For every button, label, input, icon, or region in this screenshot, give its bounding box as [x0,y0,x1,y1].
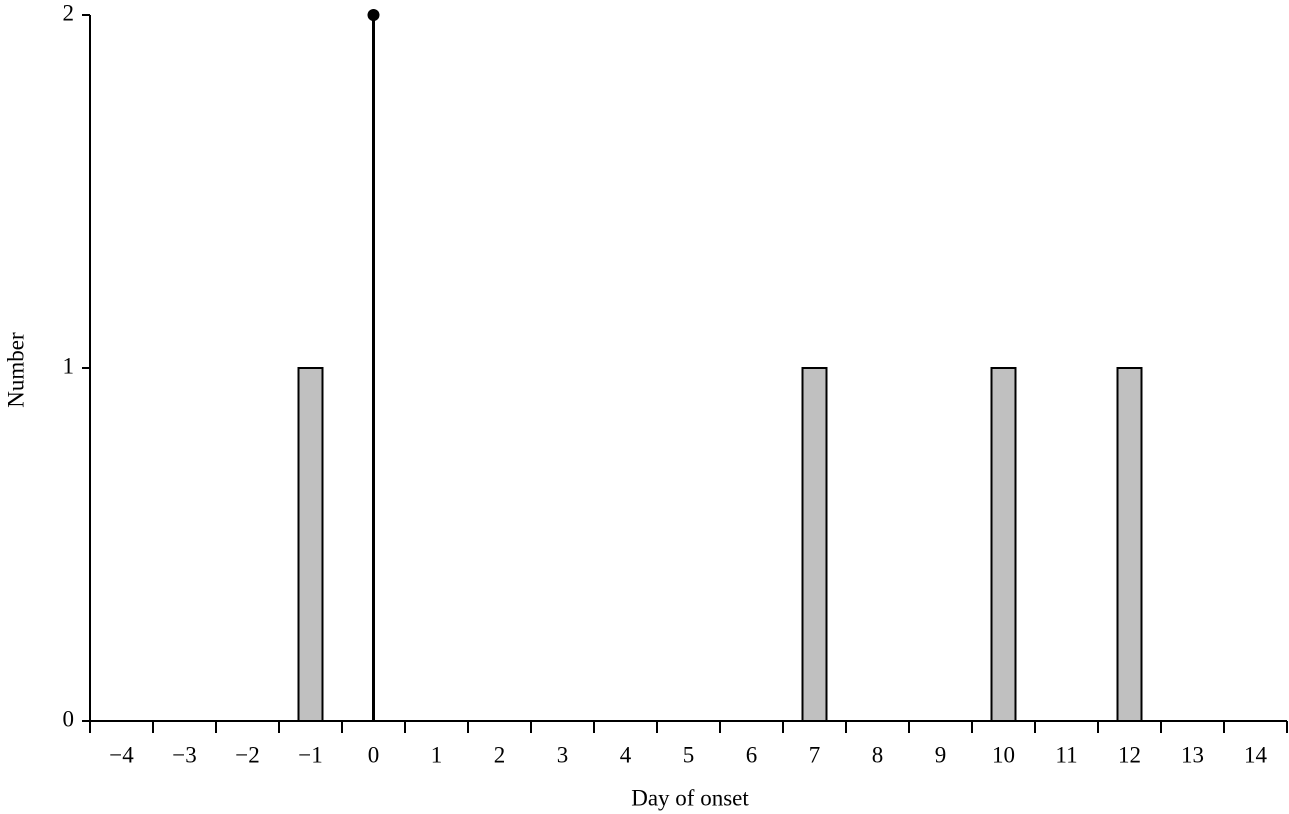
x-tick-label: 2 [494,742,506,767]
x-tick-label: 0 [368,742,380,767]
x-tick-label: 10 [992,742,1015,767]
x-tick-label: −2 [235,742,259,767]
bar [297,367,324,722]
x-tick-label: 11 [1055,742,1077,767]
x-tick-label: 12 [1118,742,1141,767]
bar [1116,367,1143,722]
y-axis-label: Number [3,332,28,408]
bar [801,367,828,722]
x-tick-label: 13 [1181,742,1204,767]
x-tick-label: 4 [620,742,632,767]
x-tick-label: 14 [1244,742,1268,767]
y-tick-label: 0 [63,706,75,731]
x-tick-label: 3 [557,742,569,767]
x-tick-label: −4 [109,742,134,767]
y-tick-label: 1 [63,353,75,378]
x-tick-label: 5 [683,742,695,767]
x-tick-label: 1 [431,742,443,767]
x-tick-label: −3 [172,742,196,767]
x-tick-label: −1 [298,742,322,767]
x-tick-label: 7 [809,742,821,767]
x-tick-label: 6 [746,742,758,767]
x-tick-label: 9 [935,742,947,767]
bar [990,367,1017,722]
x-axis-label: Day of onset [631,785,749,810]
y-tick-label: 2 [63,0,75,25]
stem-dot [367,9,380,21]
x-tick-label: 8 [872,742,884,767]
